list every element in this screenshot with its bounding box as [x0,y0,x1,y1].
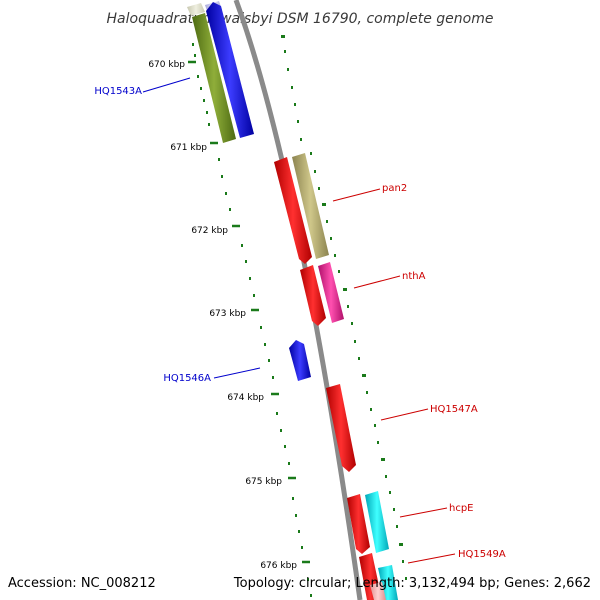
gene-labels: HQ1543A pan2 nthA HQ1546A HQ1547A hcpE H… [94,86,506,560]
gene-hq1543a-olive[interactable] [192,13,236,143]
gene-hcpe-red[interactable] [347,494,370,554]
gene-ntha-magenta[interactable] [318,262,344,323]
gene-pan2-khaki[interactable] [292,153,329,259]
kbp-label: 671 kbp [170,143,207,153]
kbp-label: 672 kbp [191,226,228,236]
accession-text: Accession: NC_008212 [8,576,156,591]
kbp-label: 670 kbp [148,60,185,70]
gene-hq1547a[interactable] [326,384,356,472]
gene-hcpe-cyan[interactable] [365,491,389,553]
genome-backbone [233,0,363,600]
gene-label-hq1546a[interactable]: HQ1546A [163,373,211,384]
gene-ntha-red[interactable] [300,265,326,326]
gene-feature[interactable] [187,3,205,16]
kbp-label: 675 kbp [245,477,282,487]
gene-label-ntha[interactable]: nthA [402,271,426,282]
right-tick-dots [281,35,407,580]
kbp-scale: 670 kbp 671 kbp 672 kbp 673 kbp 674 kbp … [148,60,310,571]
gene-label-hq1549a[interactable]: HQ1549A [458,549,506,560]
gene-hq1549a-cyan[interactable] [378,565,398,600]
gene-feature[interactable] [370,582,386,600]
gene-label-hq1543a[interactable]: HQ1543A [94,86,142,97]
left-tick-dots [192,43,312,597]
gene-hq1543a-blue[interactable] [206,2,254,138]
gene-features [187,1,398,600]
gene-pan2-red[interactable] [274,157,312,264]
gene-label-hcpe[interactable]: hcpE [449,503,474,514]
map-title: Haloquadratum walsbyi DSM 16790, complet… [107,11,494,27]
gene-hq1546a[interactable] [289,340,311,381]
gene-label-leaders [142,77,456,564]
kbp-label: 673 kbp [209,309,246,319]
topology-text: Topology: circular; Length: 3,132,494 bp… [233,576,591,591]
kbp-label: 674 kbp [227,393,264,403]
gene-label-hq1547a[interactable]: HQ1547A [430,404,478,415]
kbp-label: 676 kbp [260,561,297,571]
gene-label-pan2[interactable]: pan2 [382,183,407,194]
